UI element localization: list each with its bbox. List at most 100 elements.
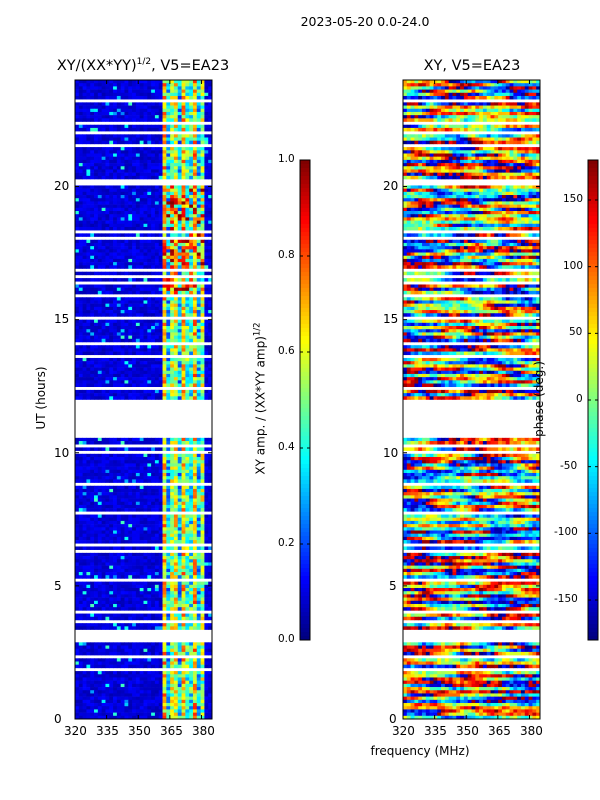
heatmap-cell	[120, 127, 125, 132]
heatmap-cell	[162, 508, 167, 512]
heatmap-cell	[113, 616, 118, 621]
heatmap-cell	[135, 457, 141, 461]
heatmap-cell	[97, 249, 103, 253]
heatmap-cell	[147, 108, 152, 113]
heatmap-cell	[189, 588, 194, 592]
heatmap-cell	[120, 242, 125, 247]
heatmap-cell	[75, 645, 80, 649]
heatmap-cell	[192, 262, 198, 266]
heatmap-cell	[97, 552, 103, 557]
heatmap-cell	[162, 166, 167, 170]
heatmap-cell	[166, 332, 171, 336]
heatmap-cell	[128, 469, 133, 474]
heatmap-cell	[181, 581, 186, 586]
heatmap-cell	[94, 370, 99, 375]
heatmap-cell	[90, 594, 95, 598]
heatmap-cell	[113, 441, 118, 445]
heatmap-cell	[101, 600, 106, 605]
heatmap-cell	[94, 303, 99, 308]
heatmap-cell	[90, 485, 95, 490]
heatmap-cell	[90, 214, 95, 218]
heatmap-cell	[181, 530, 186, 534]
heatmap-cell	[185, 393, 190, 397]
heatmap-cell	[173, 300, 179, 304]
heatmap-cell	[200, 603, 205, 608]
heatmap-cell	[166, 603, 171, 608]
heatmap-cell	[75, 220, 80, 225]
heatmap-cell	[124, 469, 129, 474]
heatmap-cell	[185, 204, 190, 209]
heatmap-cell	[208, 460, 213, 464]
heatmap-cell	[173, 504, 179, 509]
heatmap-cell	[151, 169, 156, 173]
heatmap-cell	[135, 284, 141, 288]
heatmap-cell	[82, 364, 87, 368]
heatmap-cell	[158, 616, 163, 621]
heatmap-cell	[208, 147, 213, 151]
heatmap-cell	[97, 211, 103, 215]
heatmap-cell	[128, 530, 133, 534]
heatmap-cell	[135, 472, 141, 477]
heatmap-cell	[204, 463, 209, 467]
heatmap-cell	[151, 278, 156, 282]
heatmap-cell	[185, 319, 190, 324]
heatmap-cell	[173, 265, 179, 269]
heatmap-cell	[162, 278, 167, 282]
heatmap-cell	[82, 159, 87, 164]
heatmap-cell	[181, 508, 186, 512]
heatmap-cell	[177, 319, 182, 324]
heatmap-cell	[120, 300, 125, 304]
heatmap-cell	[97, 530, 103, 534]
heatmap-cell	[97, 92, 103, 97]
heatmap-cell	[116, 310, 122, 314]
heatmap-cell	[97, 524, 103, 528]
heatmap-cell	[189, 319, 194, 324]
heatmap-cell	[200, 86, 205, 90]
heatmap-cell	[135, 447, 141, 451]
heatmap-cell	[154, 156, 160, 161]
heatmap-cell	[151, 95, 156, 100]
heatmap-cell	[189, 546, 194, 550]
heatmap-cell	[109, 239, 114, 244]
heatmap-cell	[113, 95, 118, 100]
heatmap-cell	[208, 89, 213, 94]
heatmap-cell	[116, 262, 122, 266]
heatmap-cell	[78, 594, 84, 598]
heatmap-cell	[120, 345, 125, 349]
heatmap-cell	[109, 581, 114, 586]
heatmap-cell	[208, 530, 213, 534]
heatmap-cell	[185, 338, 190, 343]
heatmap-cell	[181, 83, 186, 87]
heatmap-cell	[170, 102, 175, 106]
heatmap-cell	[166, 393, 171, 397]
heatmap-cell	[94, 651, 99, 656]
heatmap-cell	[204, 163, 209, 167]
heatmap-cell	[116, 373, 122, 378]
heatmap-cell	[189, 220, 194, 225]
heatmap-cell	[139, 492, 144, 496]
heatmap-cell	[200, 258, 205, 263]
heatmap-cell	[116, 594, 122, 598]
heatmap-cell	[128, 361, 133, 365]
heatmap-cell	[177, 517, 182, 522]
heatmap-cell	[105, 447, 110, 451]
heatmap-cell	[189, 584, 194, 589]
heatmap-cell	[170, 156, 175, 161]
heatmap-cell	[196, 447, 201, 451]
heatmap-cell	[90, 223, 95, 228]
heatmap-cell	[86, 284, 91, 288]
heatmap-cell	[151, 351, 156, 356]
heatmap-cell	[151, 290, 156, 295]
heatmap-cell	[162, 118, 167, 122]
heatmap-cell	[116, 623, 122, 627]
heatmap-cell	[192, 476, 198, 480]
heatmap-cell	[97, 153, 103, 157]
heatmap-cell	[139, 389, 144, 394]
heatmap-cell	[192, 492, 198, 496]
heatmap-cell	[177, 188, 182, 193]
heatmap-cell	[192, 623, 198, 627]
heatmap-cell	[105, 175, 110, 180]
heatmap-cell	[82, 207, 87, 212]
heatmap-cell	[94, 175, 99, 180]
